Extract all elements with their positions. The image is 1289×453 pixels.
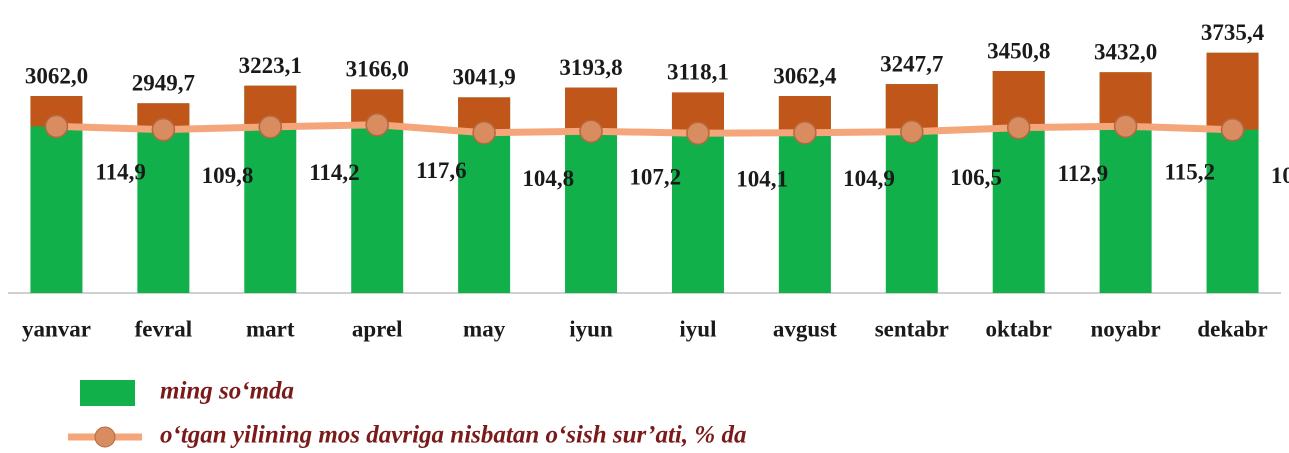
line-point bbox=[1113, 114, 1138, 138]
x-tick-label: noyabr bbox=[1090, 316, 1160, 341]
x-tick-label: yanvar bbox=[22, 316, 91, 341]
x-tick-label: avgust bbox=[773, 316, 837, 341]
legend-point bbox=[94, 426, 116, 448]
line-value-label: 106,5 bbox=[950, 165, 1002, 190]
line-point bbox=[793, 120, 817, 145]
bar-value-label: 3223,1 bbox=[239, 53, 302, 78]
x-tick-label: sentabr bbox=[875, 316, 949, 341]
bar-value-label: 3247,7 bbox=[880, 51, 943, 76]
line-value-label: 112,9 bbox=[1058, 161, 1108, 186]
x-tick-label: dekabr bbox=[1197, 316, 1267, 341]
line-value-label: 104,1 bbox=[736, 166, 788, 191]
bar-value-label: 3735,4 bbox=[1201, 20, 1265, 45]
line-point bbox=[579, 119, 603, 143]
line-value-label: 114,9 bbox=[95, 160, 145, 185]
bar-value-label: 3166,0 bbox=[346, 57, 409, 82]
x-tick-label: aprel bbox=[352, 316, 403, 341]
line-value-label: 114,2 bbox=[309, 160, 359, 185]
line-point bbox=[151, 117, 176, 142]
line-point bbox=[686, 121, 710, 145]
bar-value-label: 3062,0 bbox=[25, 63, 88, 88]
legend-swatch bbox=[80, 380, 135, 406]
line-point bbox=[1006, 115, 1031, 140]
legend-label: ming so‘mda bbox=[160, 378, 294, 405]
line-value-label: 115,2 bbox=[1165, 159, 1215, 184]
line-value-label: 117,6 bbox=[416, 158, 466, 183]
x-tick-label: iyun bbox=[569, 316, 613, 341]
x-tick-label: fevral bbox=[135, 316, 192, 341]
line-point bbox=[365, 112, 389, 137]
line-value-label: 104,8 bbox=[522, 166, 574, 191]
bar-value-label: 3193,8 bbox=[559, 55, 622, 80]
bar-value-label: 2949,7 bbox=[132, 71, 195, 96]
line-point bbox=[258, 115, 283, 139]
bar-value-label: 3450,8 bbox=[987, 38, 1050, 63]
bar-value-label: 3062,4 bbox=[773, 63, 837, 88]
line-point bbox=[1220, 117, 1245, 142]
bar-cap bbox=[1206, 52, 1259, 130]
line-value-label: 109,8 bbox=[202, 163, 254, 188]
line-value-label: 104,9 bbox=[843, 166, 895, 191]
x-tick-label: oktabr bbox=[985, 316, 1051, 341]
bar-value-label: 3118,1 bbox=[667, 60, 729, 85]
x-tick-label: iyul bbox=[679, 316, 716, 341]
line bbox=[56, 121, 1233, 137]
line-value-label: 107,2 bbox=[629, 165, 681, 190]
line-value-label: 109,6 bbox=[1271, 163, 1289, 188]
line-point bbox=[472, 121, 496, 145]
x-tick-label: may bbox=[463, 316, 506, 341]
line-point bbox=[44, 114, 69, 139]
x-tick-label: mart bbox=[246, 316, 295, 341]
line-point bbox=[900, 119, 924, 144]
legend-label: o‘tgan yilining mos davriga nisbatan o‘s… bbox=[160, 422, 746, 449]
bar-value-label: 3432,0 bbox=[1094, 40, 1157, 65]
bar-value-label: 3041,9 bbox=[453, 65, 516, 90]
